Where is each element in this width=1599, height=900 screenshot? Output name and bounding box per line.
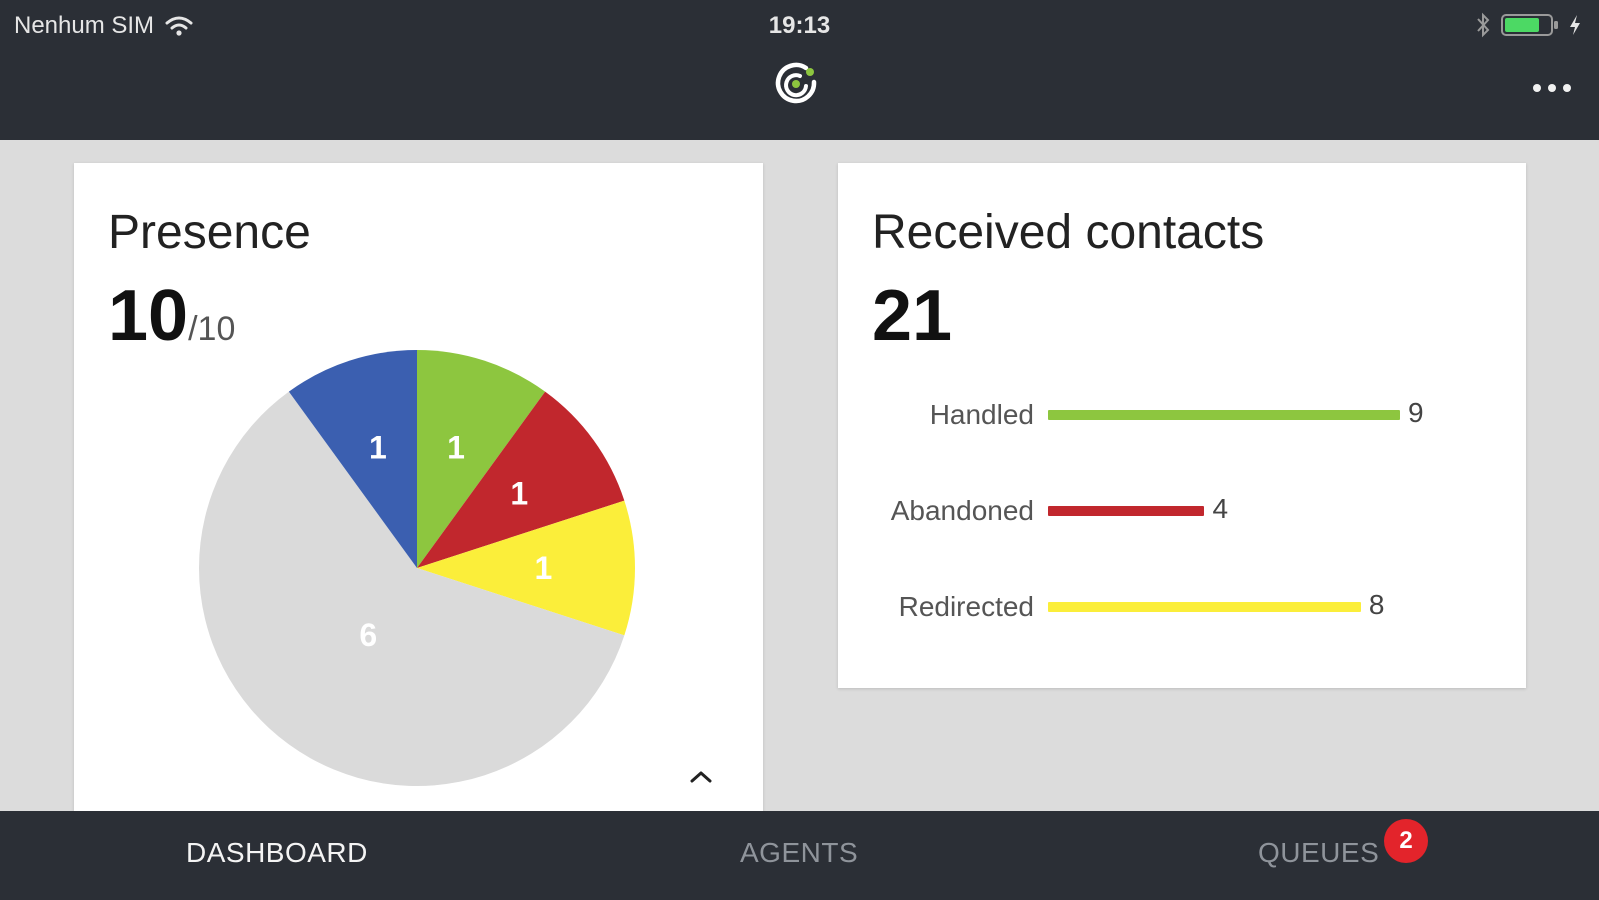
bar: [1048, 410, 1400, 420]
wifi-icon: [165, 16, 193, 36]
presence-count: 10: [108, 276, 189, 356]
received-bar-chart: Handled 9 Abandoned 4 Redirected 8: [838, 163, 1526, 688]
pie-slice-label: 1: [369, 430, 387, 466]
bar-value: 4: [1212, 493, 1229, 524]
charging-icon: [1570, 15, 1580, 35]
battery-icon: [1501, 14, 1558, 36]
bar: [1048, 602, 1361, 612]
bar-value: 8: [1368, 589, 1385, 620]
carrier-group: Nenhum SIM: [14, 12, 194, 40]
presence-total: /10: [188, 310, 236, 348]
received-title: Received contacts: [872, 206, 1265, 259]
presence-count-group: 10/10: [108, 275, 235, 357]
pie-slice-label: 1: [510, 476, 528, 512]
pie-slice: [417, 391, 625, 568]
tab-dashboard[interactable]: DASHBOARD: [186, 837, 368, 868]
received-contacts-card[interactable]: Received contacts 21 Handled 9 Abandoned 4 R…: [838, 163, 1526, 688]
bar-value: 9: [1408, 397, 1424, 428]
tab-queues[interactable]: QUEUES: [1258, 837, 1380, 868]
received-count: 21: [872, 276, 953, 356]
tab-agents[interactable]: AGENTS: [740, 837, 859, 868]
status-time: 19:13: [768, 12, 831, 39]
presence-title: Presence: [108, 206, 311, 259]
bluetooth-icon: [1477, 12, 1490, 38]
queues-badge: 2: [1384, 819, 1428, 863]
status-right: [1475, 12, 1581, 38]
status-bar: Nenhum SIM 19:13: [0, 0, 1599, 50]
pie-slice-label: 1: [535, 550, 553, 586]
pie-slice: [417, 500, 635, 636]
bar-label: Handled: [929, 399, 1034, 430]
pie-slice-label: 6: [359, 617, 377, 653]
bar-label: Abandoned: [890, 495, 1034, 526]
bottom-tab-bar: DASHBOARD AGENTS QUEUES 2: [0, 811, 1599, 900]
pie-slice: [288, 350, 417, 568]
top-bar: Nenhum SIM 19:13: [0, 0, 1599, 140]
pie-slice-label: 1: [447, 430, 465, 466]
chevron-up-icon[interactable]: [686, 767, 716, 785]
more-icon[interactable]: [1533, 84, 1571, 92]
bar-label: Redirected: [898, 591, 1034, 622]
bar: [1048, 506, 1205, 516]
pie-slice: [198, 391, 625, 786]
carrier-label: Nenhum SIM: [14, 12, 155, 39]
pie-slice: [417, 350, 546, 568]
app-logo-icon: [775, 62, 817, 104]
